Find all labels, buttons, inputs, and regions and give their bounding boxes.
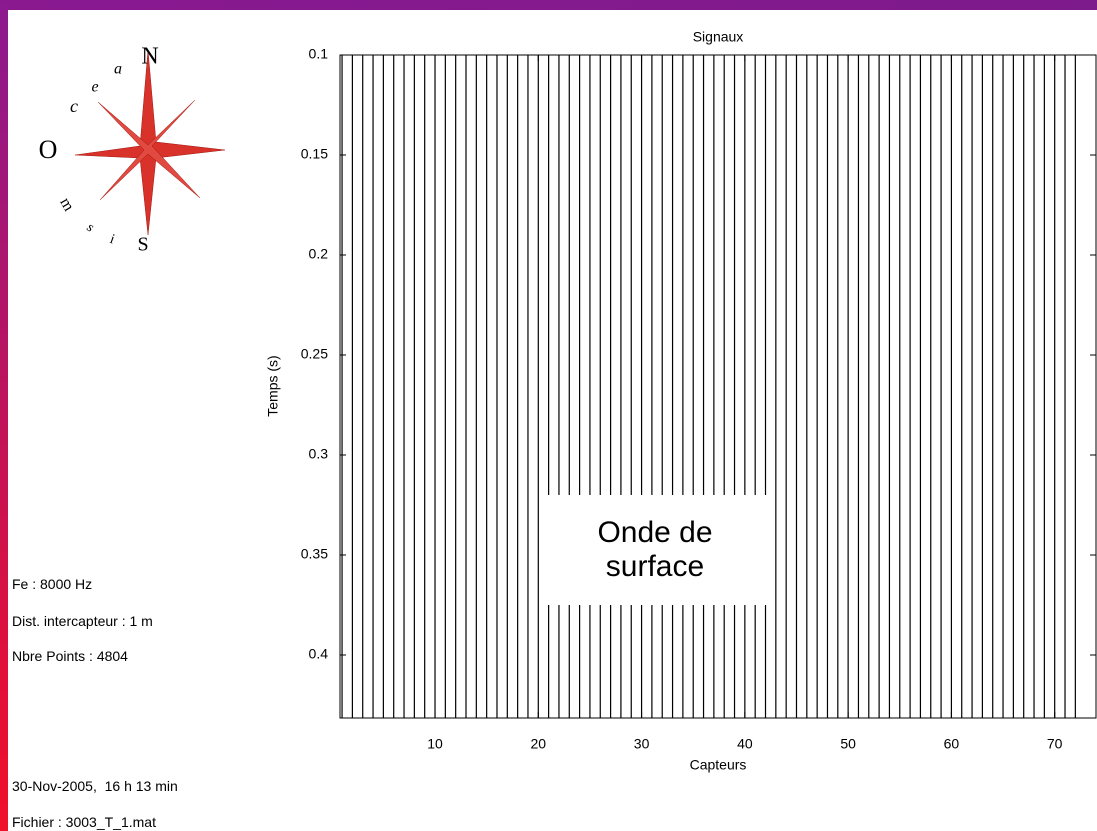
y-tick-label: 0.1 xyxy=(309,46,329,62)
info-text: 30-Nov-2005, 16 h 13 min xyxy=(12,778,178,794)
logo-letter: s xyxy=(83,220,97,235)
logo-letter: S xyxy=(137,234,148,256)
y-tick-label: 0.2 xyxy=(309,246,329,262)
compass-star-diagonal xyxy=(97,99,201,201)
logo-letter: e xyxy=(91,79,98,96)
logo-letter: m xyxy=(56,195,77,215)
annotation: surface xyxy=(605,550,705,583)
x-tick-label: 70 xyxy=(1047,736,1063,752)
x-tick-label: 20 xyxy=(531,736,547,752)
y-tick-label: 0.15 xyxy=(301,146,328,162)
info-text: Fe : 8000 Hz xyxy=(12,576,93,592)
annotation: Onde de xyxy=(597,516,713,549)
left-border xyxy=(0,0,8,831)
info-text: Fichier : 3003_T_1.mat xyxy=(12,814,156,830)
x-tick-label: 60 xyxy=(944,736,960,752)
y-tick-label: 0.4 xyxy=(309,646,329,662)
y-axis-label: Temps (s) xyxy=(265,355,281,416)
x-tick-label: 40 xyxy=(737,736,753,752)
top-border xyxy=(0,0,1097,10)
logo-letter: a xyxy=(114,61,122,78)
logo-letter: N xyxy=(141,44,158,70)
y-tick-label: 0.3 xyxy=(309,446,329,462)
annotation-box: Onde de surface xyxy=(540,495,770,605)
compass-star xyxy=(74,49,226,236)
y-tick-label: 0.25 xyxy=(301,346,328,362)
info-text: Nbre Points : 4804 xyxy=(12,648,128,664)
x-tick-label: 50 xyxy=(840,736,856,752)
plot-frame xyxy=(339,54,1097,719)
logo-letter: c xyxy=(70,96,78,116)
logo-letter: i xyxy=(108,232,117,247)
logo: N S O c e a m s i xyxy=(39,44,226,256)
logo-letter: O xyxy=(39,135,58,164)
info-text: Dist. intercapteur : 1 m xyxy=(12,613,153,629)
x-tick-label: 10 xyxy=(427,736,443,752)
x-axis-label: Capteurs xyxy=(690,757,747,773)
y-tick-label: 0.35 xyxy=(301,546,328,562)
chart-title: Signaux xyxy=(693,29,744,45)
x-tick-label: 30 xyxy=(634,736,650,752)
